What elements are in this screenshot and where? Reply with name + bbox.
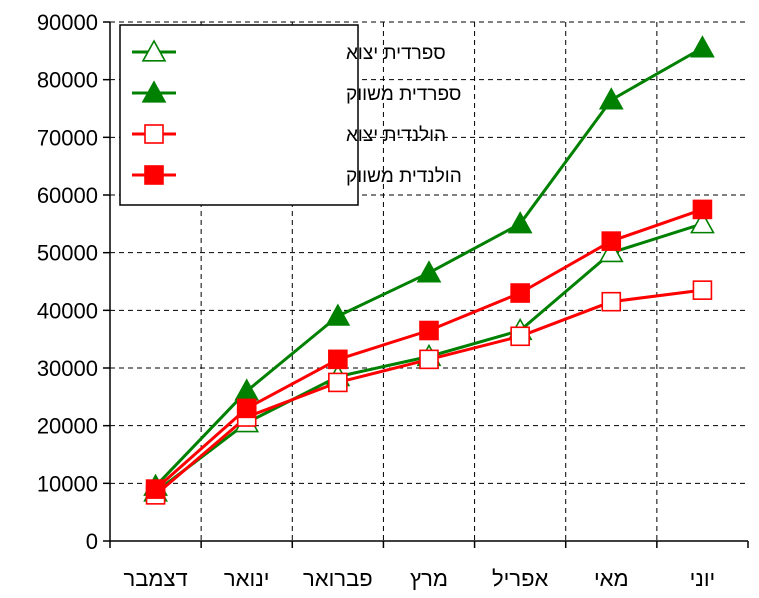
data-point: [598, 87, 624, 110]
data-point: [419, 349, 439, 370]
data-point: [145, 479, 166, 499]
data-point: [598, 240, 624, 263]
y-tick-label: 80000: [37, 68, 98, 93]
y-tick-label: 0: [86, 529, 98, 554]
y-tick-label: 40000: [37, 298, 98, 323]
x-tick-label: יוני: [690, 566, 716, 591]
data-point: [328, 372, 348, 393]
y-tick-label: 30000: [37, 356, 98, 381]
data-point: [690, 211, 715, 234]
legend-swatch-marker: [141, 39, 167, 62]
x-tick-labels: דצמבר ינואר פברואר מרץ אפריל מאי יוני: [123, 566, 715, 591]
series-4: [145, 199, 713, 499]
data-point: [328, 349, 348, 370]
series: [143, 35, 715, 505]
y-tick-label: 60000: [37, 183, 98, 208]
legend-entry: ספרדית משווק: [132, 80, 461, 105]
data-point: [507, 211, 533, 234]
legend-entry: ספרדית יצוא: [132, 39, 446, 64]
legend-label: ספרדית משווק: [346, 84, 461, 105]
y-tick-label: 90000: [37, 10, 98, 35]
data-point: [601, 231, 622, 251]
data-point: [601, 291, 622, 312]
legend-entry: הולנדית יצוא: [132, 124, 446, 146]
y-tick-labels: 0 10000 20000 30000 40000 50000 60000 70000 8000…: [37, 10, 98, 554]
y-tick-label: 50000: [37, 241, 98, 266]
data-point: [236, 398, 257, 419]
data-point: [692, 199, 713, 220]
x-tick-label: מאי: [594, 566, 629, 591]
legend-label: ספרדית יצוא: [346, 43, 446, 64]
y-tick-label: 10000: [37, 471, 98, 496]
data-point: [690, 35, 715, 58]
legend: ספרדית יצוא ספרדית משווק הולנדית יצוא הולנד…: [119, 24, 462, 206]
x-tick-label: מרץ: [410, 566, 448, 591]
data-point: [325, 303, 351, 326]
legend-label: הולנדית יצוא: [346, 125, 446, 146]
data-point: [419, 320, 439, 341]
legend-swatch-marker: [141, 80, 167, 103]
legend-swatch-marker: [144, 165, 164, 185]
axes: [103, 21, 749, 548]
x-tick-label: ינואר: [224, 566, 270, 591]
data-point: [510, 326, 530, 347]
y-tick-label: 20000: [37, 414, 98, 439]
data-point: [416, 260, 442, 283]
legend-entry: הולנדית משווק: [132, 165, 462, 187]
y-tick-label: 70000: [37, 125, 98, 150]
legend-label: הולנדית משווק: [346, 166, 462, 187]
x-tick-label: אפריל: [492, 566, 549, 591]
data-point: [510, 283, 530, 303]
x-tick-label: פברואר: [303, 566, 373, 591]
legend-swatch-marker: [144, 124, 164, 144]
data-point: [692, 280, 713, 300]
x-tick-label: דצמבר: [123, 566, 187, 591]
